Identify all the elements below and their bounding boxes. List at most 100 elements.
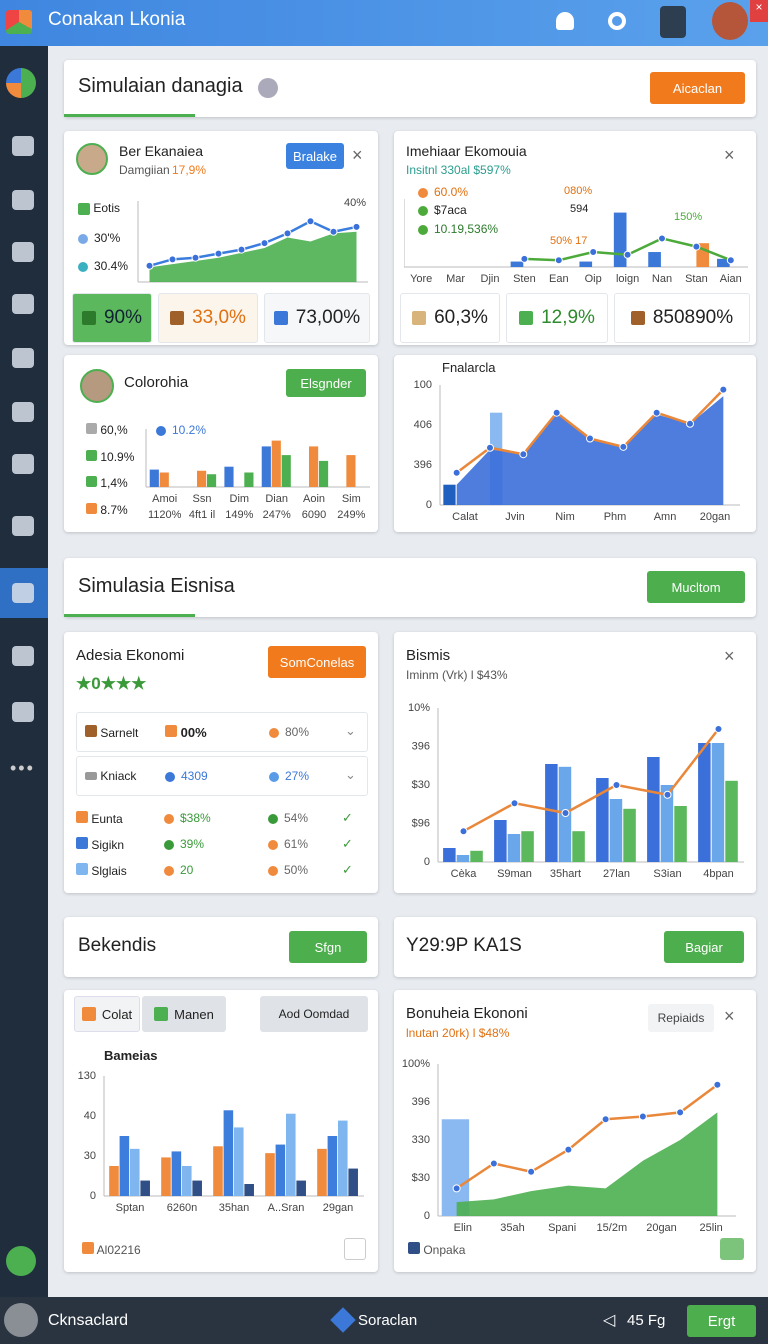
bar: [192, 1180, 202, 1196]
close[interactable]: ×: [724, 1006, 735, 1026]
footer-center: Soraclan: [358, 1312, 418, 1329]
chart: Amoi Ssn Dim Dian Aoin Sim 1120% 4ft1 il 149% 247…: [145, 429, 370, 521]
legend-text: 10.9%: [100, 450, 135, 464]
dropdown-button[interactable]: Sfgn: [289, 931, 367, 963]
avatar[interactable]: [4, 1303, 38, 1337]
dropdown-button[interactable]: Bagiar: [664, 931, 744, 963]
stat-value: 73,00%: [295, 307, 361, 328]
point: [452, 468, 461, 477]
expand-icon[interactable]: [344, 1238, 366, 1260]
button[interactable]: Bralake: [286, 143, 344, 169]
stat-value: 850890%: [652, 307, 734, 328]
bar: [234, 1127, 244, 1196]
bar: [443, 848, 456, 862]
x-tick-label: Nan: [652, 273, 672, 285]
nav-item[interactable]: [12, 402, 34, 422]
x-tick-label: 20gan: [646, 1222, 677, 1234]
button[interactable]: Elsgnder: [286, 369, 366, 397]
tab[interactable]: Manen: [142, 996, 226, 1032]
highlight-text: 10.2%: [172, 423, 207, 437]
nav-item[interactable]: [12, 190, 34, 210]
bar: [296, 1180, 306, 1196]
nav-active[interactable]: [0, 568, 48, 618]
legend-text: $7aca: [434, 203, 467, 217]
footer: Cknsaclard Soraclan ◁ 45 Fg Ergt: [0, 1297, 768, 1344]
avatar[interactable]: [712, 2, 748, 40]
avatar: [80, 369, 114, 403]
profile-icon[interactable]: [660, 6, 686, 38]
nav-item[interactable]: [12, 516, 34, 536]
list-label: Sigikn: [91, 838, 125, 852]
footer-button[interactable]: Ergt: [687, 1305, 756, 1337]
x-tick-label: 35han: [219, 1202, 250, 1214]
more-icon[interactable]: •••: [10, 758, 35, 778]
nav-item[interactable]: [12, 454, 34, 474]
chart: 130 40 30 0 Sptan 6260n 35han A..Sran 29gan: [78, 1070, 364, 1214]
nav-item[interactable]: [12, 348, 34, 368]
tab[interactable]: Colat: [74, 996, 140, 1032]
x-tick-label: Dian: [265, 493, 288, 505]
y-tick-label: 396: [412, 1096, 430, 1108]
chart-title: Bameias: [104, 1048, 158, 1063]
sidebar: •••: [0, 46, 48, 1297]
row-label: Sarnelt: [85, 725, 138, 740]
nav-item[interactable]: [12, 294, 34, 314]
point: [486, 443, 494, 452]
dropdown-button[interactable]: Aicaclan: [650, 72, 745, 104]
close[interactable]: ×: [724, 145, 735, 165]
legend-item: Eotis: [78, 201, 120, 215]
label: 150%: [674, 211, 703, 223]
check[interactable]: ✓: [342, 836, 353, 851]
chevron[interactable]: ⌄: [345, 767, 356, 782]
row[interactable]: Kniack 4309 27% ⌄: [76, 756, 368, 796]
button[interactable]: SomConelas: [268, 646, 366, 678]
settings-icon[interactable]: [608, 12, 626, 30]
call-icon[interactable]: [6, 1246, 36, 1276]
card: Fnalarcla 100 406 396 0 Calat Jvin Nim Phm Amn 20…: [394, 355, 756, 532]
y-tick-label: 0: [426, 499, 432, 511]
nav-item[interactable]: [12, 136, 34, 156]
point: [191, 253, 200, 262]
label: 594: [570, 203, 589, 215]
chart: 10% 396 $30 $96 0 Cèka S9man 35hart 27lan S3ian 4b…: [408, 702, 744, 880]
annotation: 40%: [344, 197, 366, 209]
sidebar-logo[interactable]: [6, 68, 36, 98]
help-icon[interactable]: [258, 78, 278, 98]
check[interactable]: ✓: [342, 810, 353, 825]
check[interactable]: ✓: [342, 862, 353, 877]
point: [552, 408, 561, 417]
point: [459, 827, 468, 836]
stat-value: 12,9%: [541, 307, 595, 328]
bar: [609, 799, 623, 862]
bar: [510, 261, 524, 267]
section-header: Simulaian danagia Aicaclan: [64, 60, 756, 117]
point: [638, 1112, 647, 1121]
close[interactable]: ×: [352, 145, 363, 165]
nav-item[interactable]: [12, 242, 34, 262]
dropdown[interactable]: Aod Oomdad: [260, 996, 368, 1032]
chevron[interactable]: ⌄: [345, 723, 356, 738]
y-tick-label: 100%: [402, 1058, 430, 1070]
nav-item[interactable]: [12, 646, 34, 666]
close[interactable]: ×: [724, 646, 735, 666]
app-title: Conakan Lkonia: [48, 9, 186, 30]
close-icon[interactable]: ×: [750, 0, 768, 22]
point: [554, 256, 563, 265]
button[interactable]: Repiaids: [648, 1004, 714, 1032]
y-tick-label: 130: [78, 1070, 96, 1082]
stat-value: 90%: [103, 307, 143, 328]
nav-icon[interactable]: ◁: [603, 1312, 616, 1329]
x-tick-label: Oip: [585, 273, 602, 285]
point: [601, 1115, 610, 1124]
card-title: Bonuheia Ekononi: [406, 1005, 528, 1022]
row[interactable]: Sarnelt 00% 80% ⌄: [76, 712, 368, 752]
check-icon[interactable]: [720, 1238, 744, 1260]
list-value: 61%: [268, 837, 308, 851]
bell-icon[interactable]: [556, 12, 574, 30]
legend-item: 30.4%: [78, 259, 128, 273]
nav-item[interactable]: [12, 702, 34, 722]
dropdown-button[interactable]: Mucltom: [647, 571, 745, 603]
underline: [64, 114, 195, 117]
card: Adesia Ekonomi ★0★★★ SomConelas Sarnelt …: [64, 632, 378, 893]
header: Conakan Lkonia ×: [0, 0, 768, 46]
